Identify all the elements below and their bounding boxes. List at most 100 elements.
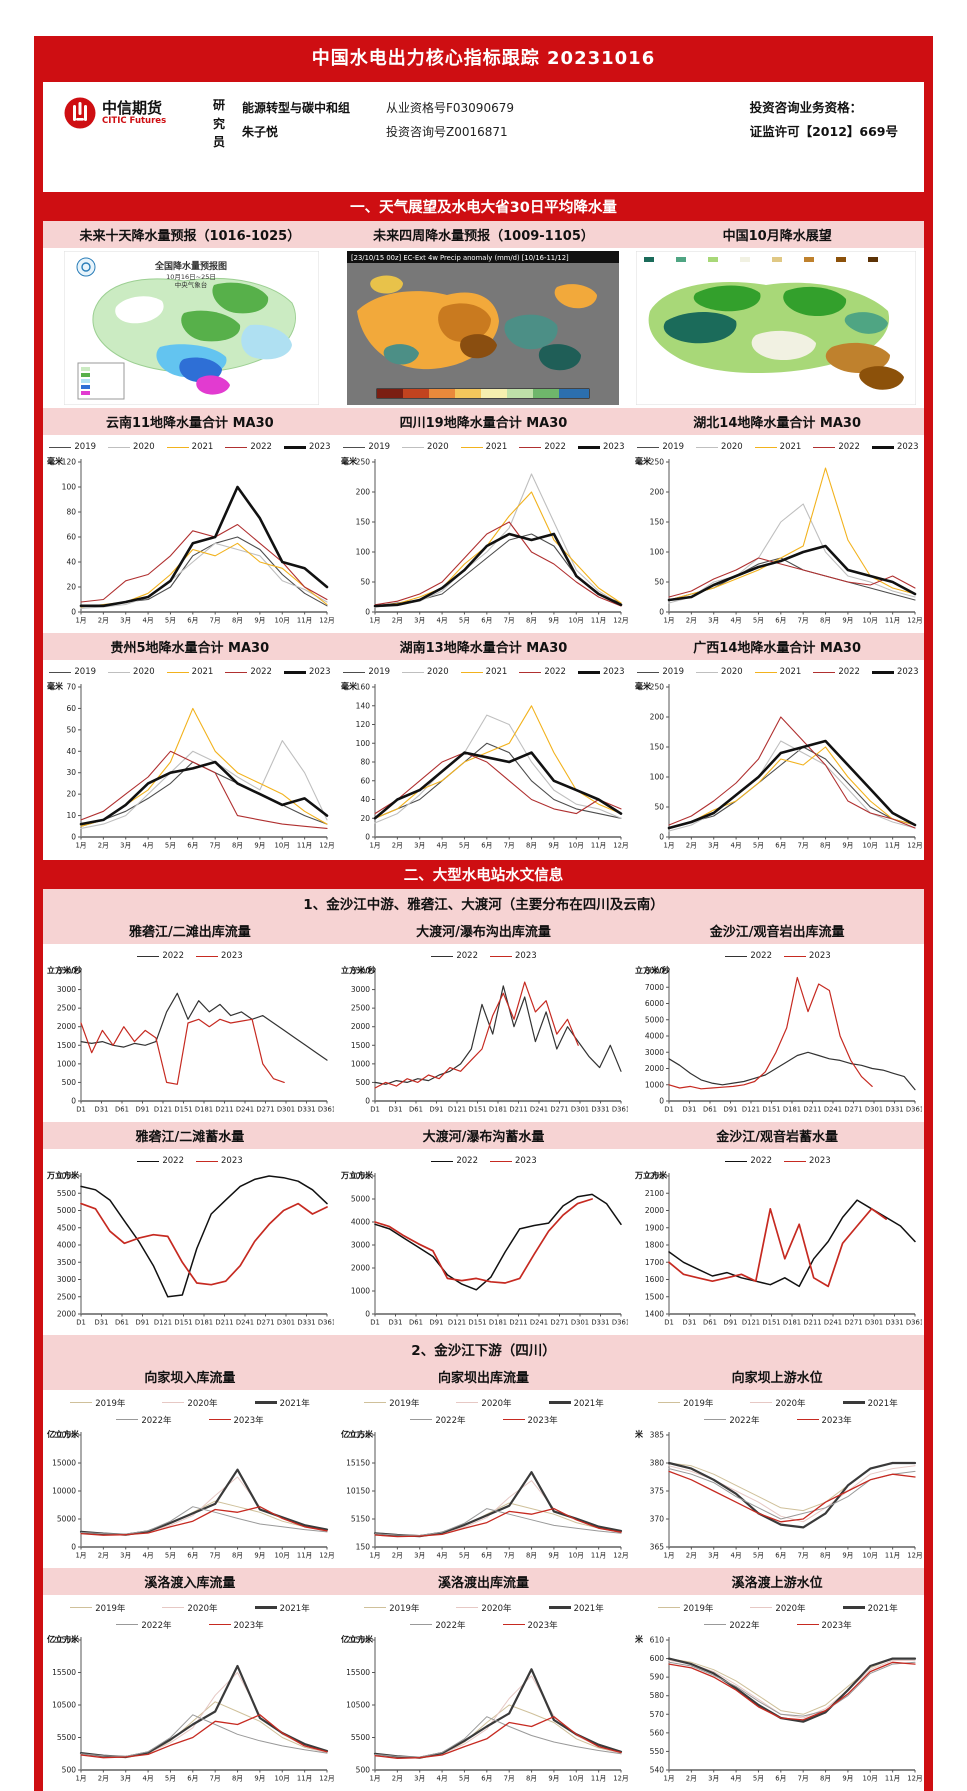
svg-text:11月: 11月 — [591, 1775, 606, 1783]
svg-text:1月: 1月 — [75, 842, 86, 850]
svg-text:D181: D181 — [195, 1319, 213, 1327]
svg-text:10月: 10月 — [275, 842, 290, 850]
svg-text:D271: D271 — [256, 1106, 274, 1114]
svg-text:D271: D271 — [844, 1319, 862, 1327]
svg-text:500: 500 — [62, 1078, 77, 1087]
svg-text:3月: 3月 — [120, 1775, 131, 1783]
svg-text:7月: 7月 — [210, 1552, 221, 1560]
svg-text:1400: 1400 — [645, 1310, 664, 1319]
svg-text:6月: 6月 — [775, 1552, 786, 1560]
svg-text:5000: 5000 — [57, 1206, 76, 1215]
svg-text:8000: 8000 — [645, 967, 664, 976]
map1-caption-line3: 中央气象台 — [174, 280, 207, 289]
svg-text:D361: D361 — [612, 1106, 628, 1114]
svg-text:D61: D61 — [703, 1319, 717, 1327]
svg-text:8月: 8月 — [820, 617, 831, 625]
svg-text:2月: 2月 — [98, 617, 109, 625]
svg-text:10月: 10月 — [569, 617, 584, 625]
map2-title: 未来四周降水量预报（1009-1105） — [373, 229, 594, 244]
svg-text:540: 540 — [650, 1766, 665, 1775]
svg-text:1月: 1月 — [75, 617, 86, 625]
precip-row1-charts: 2019 2020 2021 2022 2023 120 100 80 60 40 20 0 1月 2月 3… — [43, 435, 924, 633]
svg-text:5月: 5月 — [753, 1775, 764, 1783]
svg-text:20: 20 — [66, 790, 76, 799]
svg-text:D271: D271 — [256, 1319, 274, 1327]
svg-text:4月: 4月 — [437, 1552, 448, 1560]
svg-text:0: 0 — [659, 1097, 664, 1106]
svg-text:亿立方米: 亿立方米 — [47, 1429, 80, 1439]
svg-text:12月: 12月 — [613, 1775, 628, 1783]
svg-text:D151: D151 — [468, 1319, 486, 1327]
svg-text:1800: 1800 — [645, 1241, 664, 1250]
chart-yunnan-precip: 2019 2020 2021 2022 2023 120 100 80 60 40 20 0 1月 2月 3… — [47, 442, 335, 625]
svg-text:0: 0 — [365, 1310, 370, 1319]
map-titles-row: 未来十天降水量预报（1016-1025） 未来四周降水量预报（1009-1105… — [43, 221, 924, 248]
svg-text:12月: 12月 — [613, 617, 628, 625]
svg-text:15500: 15500 — [346, 1668, 370, 1677]
outflow-titles-row: 雅砻江/二滩出库流量 大渡河/瀑布沟出库流量 金沙江/观音岩出库流量 — [43, 917, 924, 944]
svg-text:D121: D121 — [154, 1319, 172, 1327]
svg-text:8月: 8月 — [526, 1775, 537, 1783]
svg-text:D31: D31 — [389, 1319, 403, 1327]
chart-title-xld-level: 溪洛渡上游水位 — [731, 1576, 823, 1591]
svg-text:D181: D181 — [195, 1106, 213, 1114]
citic-logo: 中信期货 CITIC Futures — [63, 96, 183, 130]
report-title: 中国水电出力核心指标跟踪 20231016 — [43, 36, 924, 82]
chart-title-hb: 湖北14地降水量合计 MA30 — [693, 416, 862, 431]
svg-text:150: 150 — [356, 1543, 371, 1552]
map3-legend-swatches — [643, 257, 878, 262]
svg-text:D31: D31 — [95, 1319, 109, 1327]
svg-text:D1: D1 — [370, 1319, 380, 1327]
svg-text:2月: 2月 — [98, 842, 109, 850]
svg-text:6月: 6月 — [481, 617, 492, 625]
svg-text:370: 370 — [650, 1515, 665, 1524]
svg-text:2月: 2月 — [98, 1775, 109, 1783]
svg-text:2月: 2月 — [392, 842, 403, 850]
svg-text:1000: 1000 — [57, 1059, 76, 1068]
svg-text:9月: 9月 — [548, 617, 559, 625]
svg-text:1000: 1000 — [351, 1059, 370, 1068]
svg-text:1月: 1月 — [663, 617, 674, 625]
weather-map-october-outlook — [630, 251, 922, 405]
svg-text:D241: D241 — [824, 1319, 842, 1327]
svg-text:4月: 4月 — [437, 617, 448, 625]
svg-text:6月: 6月 — [775, 617, 786, 625]
svg-text:1月: 1月 — [663, 842, 674, 850]
svg-text:D151: D151 — [762, 1319, 780, 1327]
researcher-certs: 从业资格号F03090679 投资咨询号Z0016871 — [386, 96, 556, 144]
svg-text:6月: 6月 — [187, 1775, 198, 1783]
svg-text:80: 80 — [66, 508, 76, 517]
svg-text:D121: D121 — [154, 1106, 172, 1114]
svg-text:7月: 7月 — [504, 1552, 515, 1560]
svg-text:500: 500 — [62, 1766, 77, 1775]
chart-dadu-outflow: 2022 2023 3500 3000 2500 2000 1500 1000 500 0 D1 D3… — [337, 946, 631, 1120]
svg-text:D211: D211 — [509, 1106, 527, 1114]
logo-cn: 中信期货 — [102, 98, 163, 117]
chart-dadu-storage: 2022 2023 6000 5000 4000 3000 2000 1000 0 D1 D31 D6… — [337, 1151, 631, 1333]
chart-jinsha-outflow: 2022 2023 8000 7000 6000 5000 4000 3000 2000 1000… — [631, 946, 925, 1120]
svg-text:D61: D61 — [409, 1319, 423, 1327]
svg-text:4月: 4月 — [731, 617, 742, 625]
weather-map-4week: [23/10/15 00z] EC-Ext 4w Precip anomaly … — [337, 251, 629, 405]
svg-text:2月: 2月 — [98, 1552, 109, 1560]
svg-text:3500: 3500 — [57, 967, 76, 976]
svg-text:20: 20 — [360, 814, 370, 823]
citic-logo-text: 中信期货 CITIC Futures — [102, 100, 166, 127]
svg-text:10月: 10月 — [863, 1552, 878, 1560]
svg-text:0: 0 — [71, 1097, 76, 1106]
svg-text:D1: D1 — [76, 1319, 86, 1327]
svg-text:D241: D241 — [236, 1319, 254, 1327]
svg-text:250: 250 — [356, 458, 371, 467]
svg-text:4000: 4000 — [351, 1218, 370, 1227]
svg-text:4000: 4000 — [645, 1032, 664, 1041]
svg-text:15000: 15000 — [52, 1459, 76, 1468]
subsection1-title: 1、金沙江中游、雅砻江、大渡河（主要分布在四川及云南） — [43, 889, 924, 917]
svg-text:150: 150 — [356, 518, 371, 527]
svg-text:D1: D1 — [664, 1319, 674, 1327]
svg-text:亿立方米: 亿立方米 — [47, 1634, 80, 1644]
svg-text:4月: 4月 — [731, 1775, 742, 1783]
svg-text:10500: 10500 — [52, 1701, 76, 1710]
weather-maps-row: 全国降水量预报图 10月16日~25日 中央气象台 [23/10/15 00z]… — [43, 248, 924, 408]
svg-text:3000: 3000 — [351, 1241, 370, 1250]
svg-text:5月: 5月 — [753, 1552, 764, 1560]
